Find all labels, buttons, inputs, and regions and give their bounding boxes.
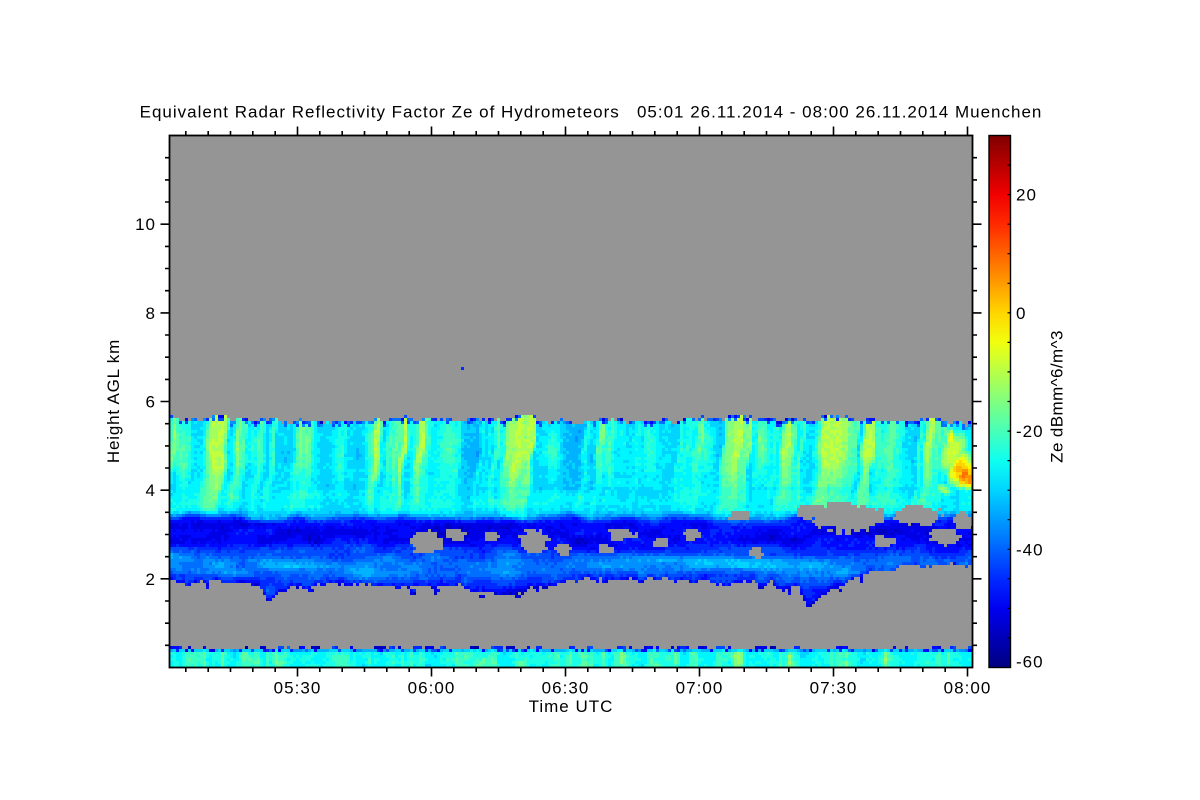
svg-text:07:30: 07:30 <box>810 679 858 698</box>
svg-text:8: 8 <box>146 304 156 323</box>
svg-text:Time UTC: Time UTC <box>529 697 614 716</box>
svg-text:20: 20 <box>1016 186 1037 205</box>
svg-text:07:00: 07:00 <box>676 679 724 698</box>
svg-text:-40: -40 <box>1016 540 1044 559</box>
svg-text:06:00: 06:00 <box>408 679 456 698</box>
svg-text:2: 2 <box>146 570 156 589</box>
svg-text:08:00: 08:00 <box>944 679 992 698</box>
svg-text:-60: -60 <box>1016 653 1044 672</box>
svg-text:4: 4 <box>146 481 156 500</box>
svg-text:-20: -20 <box>1016 422 1044 441</box>
svg-text:06:30: 06:30 <box>542 679 590 698</box>
svg-text:6: 6 <box>146 393 156 412</box>
svg-text:0: 0 <box>1016 304 1026 323</box>
svg-text:10: 10 <box>135 215 156 234</box>
svg-text:Height AGL km: Height AGL km <box>104 339 123 463</box>
svg-text:05:30: 05:30 <box>274 679 322 698</box>
svg-text:Ze dBmm^6/m^3: Ze dBmm^6/m^3 <box>1048 330 1067 463</box>
svg-text:Equivalent Radar Reflectivity: Equivalent Radar Reflectivity Factor Ze … <box>140 103 1043 122</box>
